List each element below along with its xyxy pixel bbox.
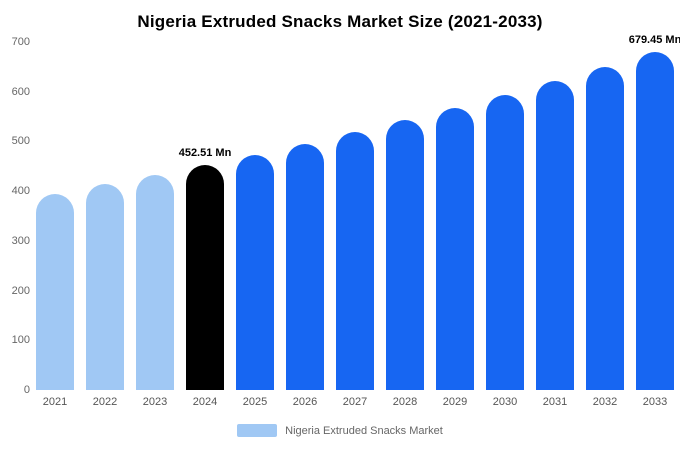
x-tick-label-2029: 2029 xyxy=(442,396,468,408)
x-tick-label-2024: 2024 xyxy=(192,396,218,408)
bar-2032[interactable] xyxy=(586,67,624,390)
bar-2024[interactable] xyxy=(186,165,224,390)
bar-value-label-2024: 452.51 Mn xyxy=(178,147,232,159)
plot-area: 0 100 200 300 400 500 600 700 452.51 Mn 679.45 M… xyxy=(12,34,680,396)
x-tick-label-2026: 2026 xyxy=(292,396,318,408)
legend-label: Nigeria Extruded Snacks Market xyxy=(285,424,443,437)
bar-column: 679.45 Mn xyxy=(629,34,680,390)
x-tick-label-2022: 2022 xyxy=(92,396,118,408)
y-tick-label: 0 xyxy=(23,384,30,396)
bar-2023[interactable] xyxy=(136,175,174,390)
bar-column xyxy=(236,42,274,390)
x-tick-label-2021: 2021 xyxy=(42,396,68,408)
bar-2028[interactable] xyxy=(386,120,424,390)
bar-column xyxy=(486,42,524,390)
bar-column xyxy=(586,42,624,390)
bar-2033[interactable] xyxy=(636,52,674,390)
x-tick-label-2027: 2027 xyxy=(342,396,368,408)
bar-value-label-2033: 679.45 Mn xyxy=(628,34,680,46)
y-tick-label: 300 xyxy=(11,234,30,247)
x-tick-label-2023: 2023 xyxy=(142,396,168,408)
bar-2021[interactable] xyxy=(36,194,74,390)
x-tick-label-2025: 2025 xyxy=(242,396,268,408)
bar-2031[interactable] xyxy=(536,81,574,390)
y-tick-label: 500 xyxy=(11,135,30,148)
bar-column: 452.51 Mn xyxy=(179,42,231,390)
bar-column xyxy=(136,42,174,390)
bar-column xyxy=(436,42,474,390)
bar-column xyxy=(536,42,574,390)
chart-title: Nigeria Extruded Snacks Market Size (202… xyxy=(137,12,543,31)
y-tick-label: 600 xyxy=(11,85,30,98)
x-tick-label-2031: 2031 xyxy=(542,396,568,408)
bar-column xyxy=(386,42,424,390)
x-axis: 2021 2022 2023 2024 2025 2026 2027 2028 2029 2030… xyxy=(36,396,674,408)
y-axis: 0 100 200 300 400 500 600 700 xyxy=(4,36,32,396)
bar-column xyxy=(286,42,324,390)
y-tick-label: 400 xyxy=(11,185,30,198)
bar-series: 452.51 Mn 679.45 Mn xyxy=(36,34,680,390)
y-tick-label: 100 xyxy=(11,334,30,347)
x-tick-label-2033: 2033 xyxy=(642,396,668,408)
bar-column xyxy=(336,42,374,390)
bar-2029[interactable] xyxy=(436,108,474,390)
y-tick-label: 200 xyxy=(11,284,30,297)
bar-2025[interactable] xyxy=(236,155,274,390)
bar-2030[interactable] xyxy=(486,95,524,390)
bar-2022[interactable] xyxy=(86,184,124,390)
x-tick-label-2028: 2028 xyxy=(392,396,418,408)
bar-2027[interactable] xyxy=(336,132,374,390)
legend-swatch xyxy=(237,424,278,437)
x-tick-label-2032: 2032 xyxy=(592,396,618,408)
legend: Nigeria Extruded Snacks Market xyxy=(0,424,680,437)
y-tick-label: 700 xyxy=(11,36,30,48)
bar-2026[interactable] xyxy=(286,144,324,390)
x-tick-label-2030: 2030 xyxy=(492,396,518,408)
bar-column xyxy=(86,42,124,390)
bar-column xyxy=(36,42,74,390)
